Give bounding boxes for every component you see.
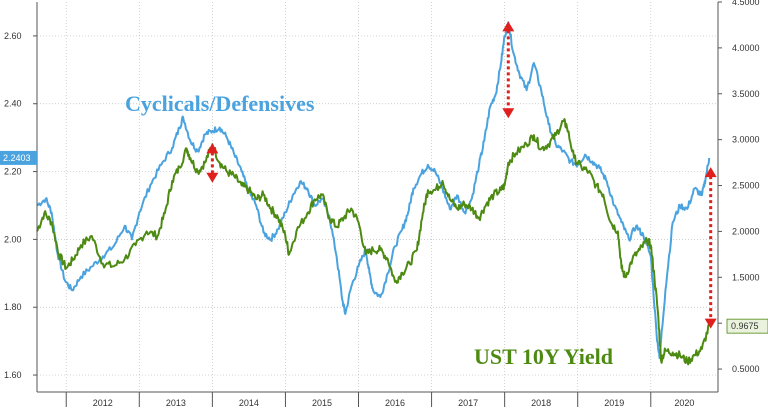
y-left-tick-label: 1.60 bbox=[4, 370, 22, 380]
y-left-tick-label: 2.20 bbox=[4, 167, 22, 177]
y-right-tick-label: 3.5000 bbox=[732, 89, 760, 99]
y-left-tick-label: 2.60 bbox=[4, 31, 22, 41]
y-right-tick-label: 4.5000 bbox=[732, 0, 760, 7]
x-tick-label: 2015 bbox=[312, 398, 332, 408]
last-value-tag-ust bbox=[726, 318, 768, 334]
y-left-tick-label: 1.80 bbox=[4, 302, 22, 312]
y-right-tick-label: 3.0000 bbox=[732, 135, 760, 145]
y-right-tick-label: 2.0000 bbox=[732, 226, 760, 236]
annotation-arrow-head-bottom bbox=[502, 108, 515, 119]
x-tick-label: 2016 bbox=[385, 398, 405, 408]
x-tick-label: 2018 bbox=[531, 398, 551, 408]
x-tick-label: 2014 bbox=[239, 398, 259, 408]
annotation-arrow-head-top bbox=[502, 21, 515, 32]
annotation-arrow-head-top bbox=[704, 167, 717, 178]
series-line-ust-10y-yield bbox=[36, 118, 710, 366]
x-tick-label: 2012 bbox=[93, 398, 113, 408]
y-left-tick-label: 2.00 bbox=[4, 234, 22, 244]
y-right-tick-label: 2.5000 bbox=[732, 181, 760, 191]
series-label-cyclicals: Cyclicals/Defensives bbox=[125, 91, 315, 116]
y-right-tick-label: 4.0000 bbox=[732, 43, 760, 53]
y-right-tick-label: 0.5000 bbox=[732, 364, 760, 374]
annotation-layer bbox=[206, 21, 717, 329]
series-label-ust-yield: UST 10Y Yield bbox=[474, 344, 613, 369]
x-tick-label: 2017 bbox=[458, 398, 478, 408]
grid bbox=[37, 2, 718, 392]
last-value-label-ust: 0.9675 bbox=[731, 321, 759, 331]
y-right-tick-label: 1.5000 bbox=[732, 272, 760, 282]
x-tick-label: 2013 bbox=[166, 398, 186, 408]
series-layer bbox=[36, 21, 711, 366]
x-tick-label: 2019 bbox=[604, 398, 624, 408]
annotation-arrow-head-bottom bbox=[206, 172, 219, 183]
annotation-arrow-head-top bbox=[206, 143, 219, 154]
y-left-tick-label: 2.40 bbox=[4, 99, 22, 109]
annotation-arrow-head-bottom bbox=[704, 318, 717, 329]
last-value-label-cyclicals: 2.2403 bbox=[3, 153, 31, 163]
series-line-cyclicals-defensives bbox=[36, 21, 711, 360]
last-value-tag-cyclicals bbox=[0, 150, 37, 165]
x-tick-label: 2020 bbox=[674, 398, 694, 408]
